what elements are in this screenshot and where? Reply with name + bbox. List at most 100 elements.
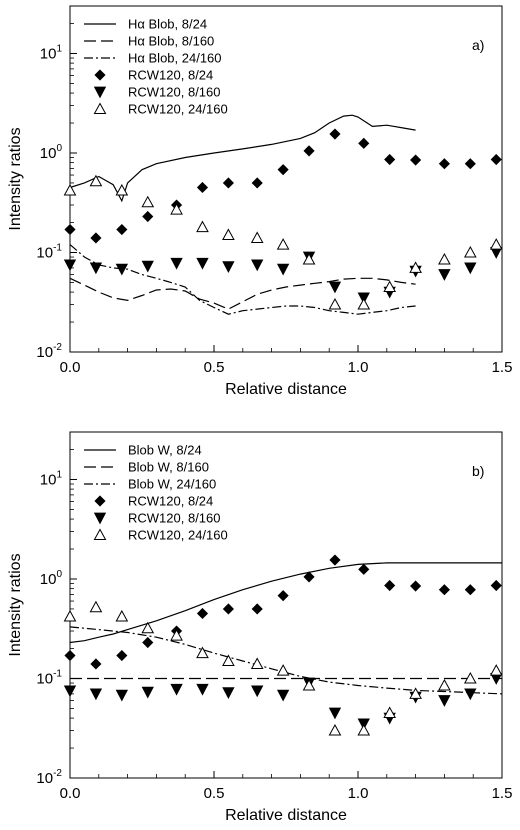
data-point bbox=[328, 281, 342, 294]
x-axis-label: Relative distance bbox=[225, 807, 347, 824]
data-point bbox=[464, 688, 477, 701]
data-point bbox=[490, 579, 502, 592]
x-tick-label: 0.0 bbox=[60, 359, 81, 376]
data-point bbox=[438, 678, 451, 691]
y-tick-label: 10-1 bbox=[36, 242, 62, 261]
data-point bbox=[358, 563, 370, 575]
panel-label: a) bbox=[472, 37, 484, 53]
data-point bbox=[63, 685, 77, 698]
data-point bbox=[329, 128, 341, 140]
series-line bbox=[69, 244, 416, 315]
y-tick-label: 10-2 bbox=[36, 342, 62, 361]
plot-frame bbox=[69, 5, 503, 353]
data-point bbox=[141, 686, 154, 699]
data-point bbox=[170, 203, 183, 215]
data-point bbox=[383, 280, 397, 292]
series-line bbox=[69, 626, 503, 695]
y-tick-exponent: 0 bbox=[56, 569, 62, 580]
data-point bbox=[409, 261, 422, 273]
data-point bbox=[63, 609, 77, 622]
data-point bbox=[302, 252, 316, 265]
y-tick-label: 100 bbox=[40, 143, 63, 162]
data-point bbox=[116, 649, 128, 662]
data-point bbox=[329, 554, 341, 566]
data-point bbox=[250, 657, 264, 669]
plot-frame bbox=[69, 431, 503, 779]
panel-label: b) bbox=[472, 463, 484, 479]
y-tick-exponent: -2 bbox=[53, 342, 62, 353]
data-point bbox=[115, 609, 129, 622]
y-axis-label: Intensity ratios bbox=[7, 553, 24, 656]
data-point bbox=[489, 664, 503, 676]
legend-marker-sample bbox=[93, 512, 107, 525]
data-point bbox=[438, 584, 450, 596]
data-point bbox=[142, 636, 154, 649]
data-point bbox=[141, 195, 155, 208]
series-line bbox=[69, 562, 502, 644]
data-point bbox=[64, 649, 76, 662]
data-point bbox=[276, 664, 290, 676]
x-tick-label: 0.5 bbox=[204, 785, 225, 802]
data-point bbox=[464, 262, 477, 275]
legend-marker-sample bbox=[93, 102, 107, 114]
data-point bbox=[328, 707, 342, 720]
legend-label: Blob W, 8/160 bbox=[128, 460, 209, 475]
data-point bbox=[384, 153, 396, 166]
data-point bbox=[89, 688, 103, 701]
y-axis-label: Intensity ratios bbox=[7, 127, 24, 230]
y-tick-exponent: 1 bbox=[56, 469, 62, 480]
data-point bbox=[438, 269, 451, 281]
data-point bbox=[63, 183, 77, 196]
data-point bbox=[170, 629, 183, 641]
data-point bbox=[384, 579, 396, 592]
data-point bbox=[222, 228, 235, 240]
data-point bbox=[196, 607, 209, 620]
y-tick-base: 10 bbox=[40, 571, 57, 588]
y-tick-base: 10 bbox=[36, 770, 53, 787]
data-point bbox=[302, 678, 316, 691]
data-point bbox=[276, 238, 290, 250]
data-point bbox=[410, 580, 422, 592]
legend-label: RCW120, 8/160 bbox=[128, 511, 221, 526]
legend-label: Hα Blob, 8/24 bbox=[128, 17, 207, 32]
y-tick-exponent: 1 bbox=[56, 43, 62, 54]
x-tick-label: 1.0 bbox=[348, 785, 369, 802]
data-point bbox=[438, 252, 451, 265]
x-tick-label: 0.5 bbox=[204, 359, 225, 376]
data-point bbox=[196, 220, 209, 233]
data-point bbox=[141, 260, 154, 273]
data-point bbox=[464, 584, 476, 596]
data-point bbox=[357, 723, 371, 736]
y-tick-exponent: -2 bbox=[53, 768, 62, 779]
legend-marker-sample bbox=[93, 528, 107, 540]
data-point bbox=[438, 158, 450, 170]
data-point bbox=[277, 590, 289, 602]
x-tick-label: 1.0 bbox=[348, 359, 369, 376]
y-tick-exponent: -1 bbox=[53, 668, 62, 679]
data-point bbox=[328, 297, 342, 310]
data-point bbox=[196, 257, 209, 270]
x-tick-label: 1.5 bbox=[492, 359, 513, 376]
data-point bbox=[276, 689, 290, 702]
y-tick-base: 10 bbox=[40, 471, 57, 488]
data-point bbox=[463, 245, 477, 258]
legend-label: Blob W, 8/24 bbox=[128, 443, 202, 458]
data-point bbox=[89, 600, 103, 613]
legend-label: RCW120, 8/24 bbox=[128, 68, 213, 83]
data-point bbox=[277, 164, 289, 176]
data-point bbox=[115, 183, 129, 196]
data-point bbox=[170, 683, 183, 696]
data-point bbox=[116, 223, 128, 236]
data-point bbox=[251, 177, 263, 189]
y-tick-label: 101 bbox=[40, 469, 63, 488]
data-point bbox=[383, 706, 397, 718]
data-point bbox=[410, 154, 422, 166]
data-point bbox=[196, 683, 209, 696]
x-axis-label: Relative distance bbox=[225, 381, 347, 398]
data-point bbox=[358, 137, 370, 149]
data-point bbox=[357, 297, 371, 310]
data-point bbox=[222, 654, 235, 666]
data-point bbox=[463, 671, 477, 684]
data-point bbox=[196, 181, 209, 194]
data-point bbox=[490, 153, 502, 166]
